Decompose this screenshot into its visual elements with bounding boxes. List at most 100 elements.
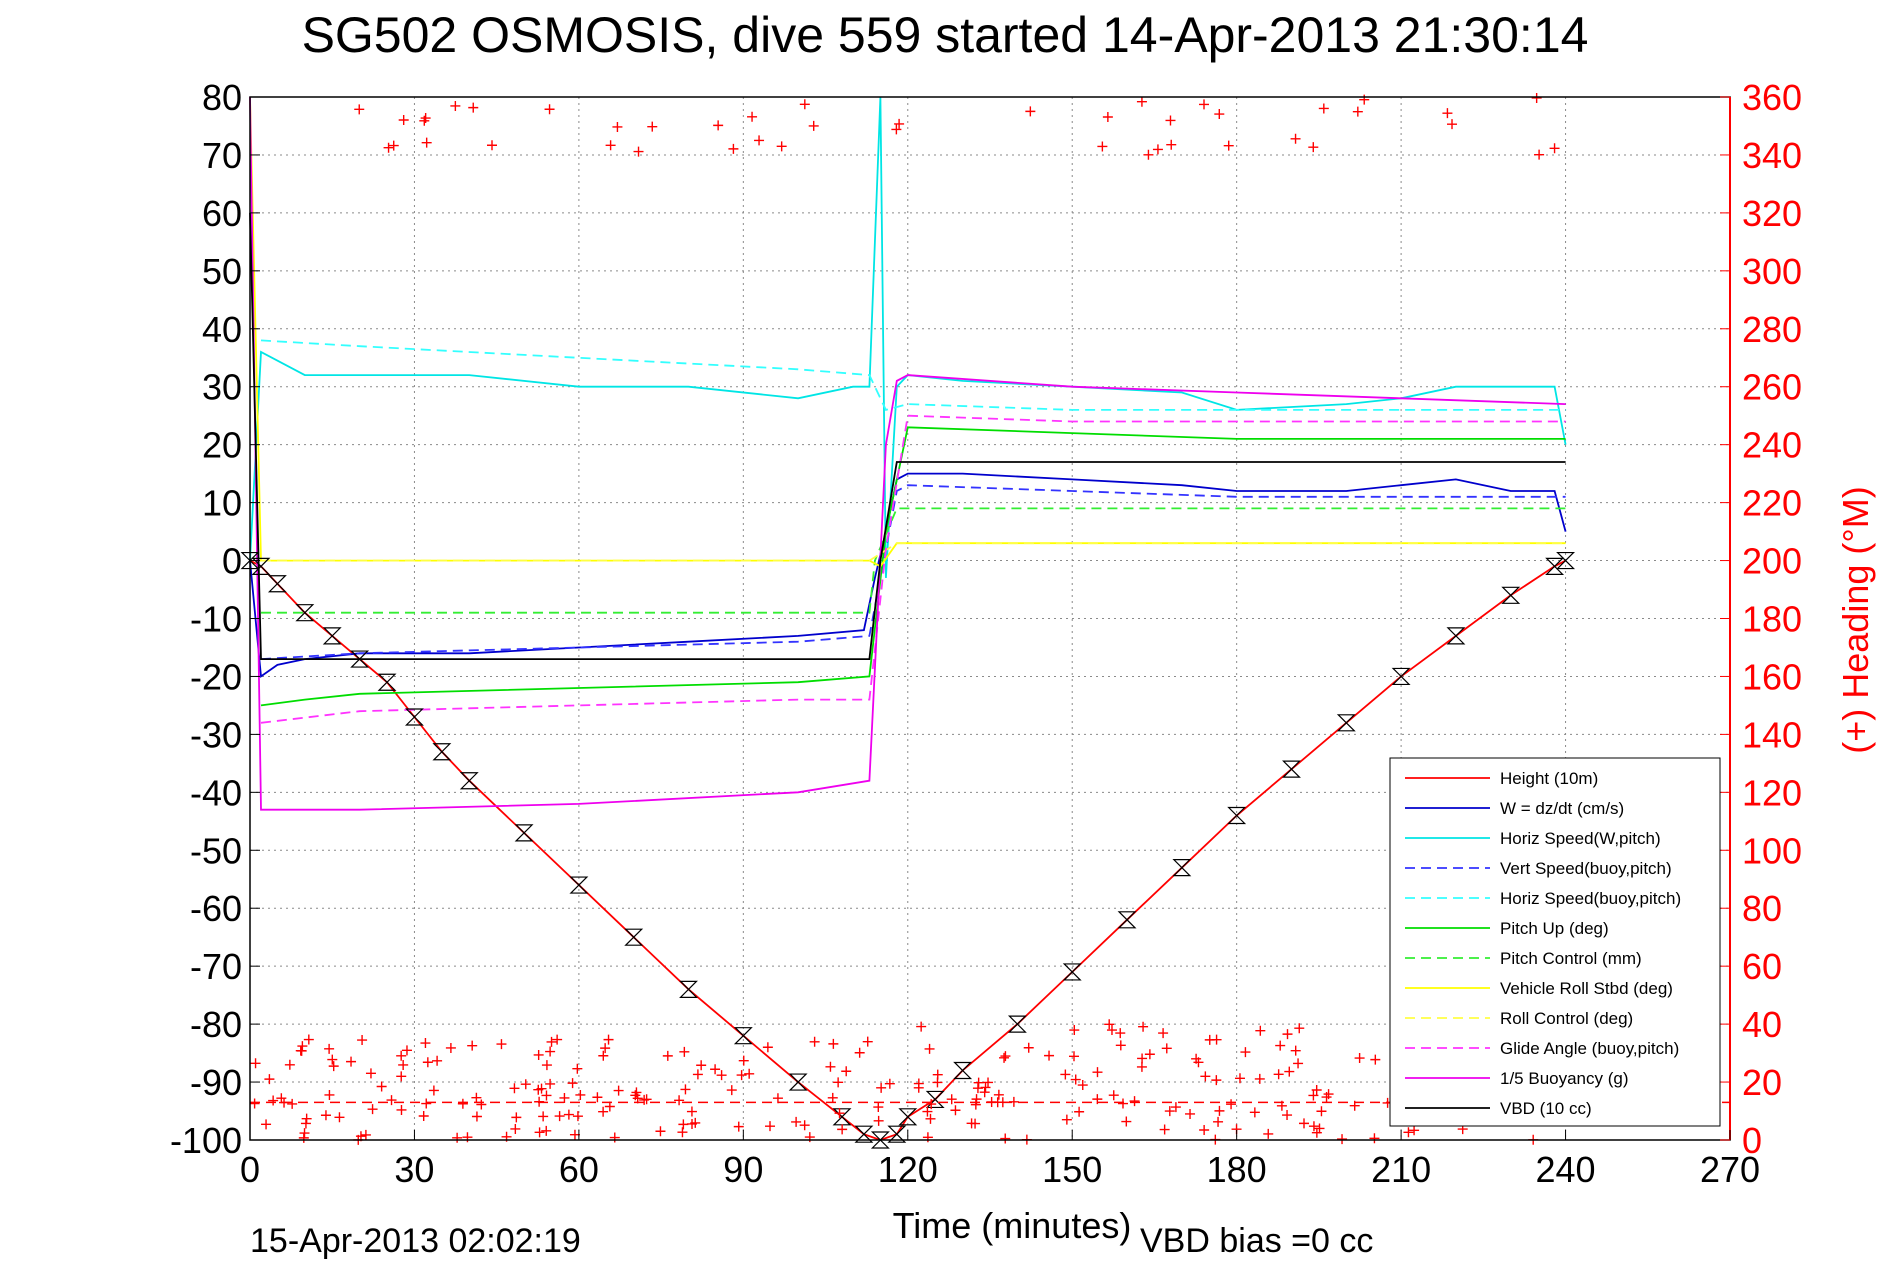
heading-point-212 bbox=[1108, 1090, 1119, 1101]
heading-point-117 bbox=[837, 1124, 848, 1135]
heading-point-15 bbox=[686, 1106, 697, 1117]
heading-point-290 bbox=[1534, 149, 1545, 160]
x-tick-label-8: 240 bbox=[1536, 1149, 1596, 1190]
heading-point-25 bbox=[744, 1068, 755, 1079]
heading-point-11 bbox=[862, 1036, 873, 1047]
heading-point-87 bbox=[762, 1042, 773, 1053]
heading-point-123 bbox=[471, 1111, 482, 1122]
heading-point-129 bbox=[301, 1113, 312, 1124]
heading-point-209 bbox=[1409, 1125, 1420, 1136]
heading-point-14 bbox=[520, 1079, 531, 1090]
height-marker-16 bbox=[832, 1108, 852, 1126]
height-marker-30 bbox=[1391, 667, 1411, 686]
heading-point-286 bbox=[1025, 106, 1036, 117]
heading-point-235 bbox=[1308, 1121, 1319, 1132]
heading-point-215 bbox=[1161, 1043, 1172, 1054]
heading-point-113 bbox=[509, 1083, 520, 1094]
heading-point-207 bbox=[924, 1043, 935, 1054]
series-line-8 bbox=[261, 542, 1566, 562]
legend-label-0: Height (10m) bbox=[1500, 769, 1598, 788]
heading-point-156 bbox=[1213, 1116, 1224, 1127]
heading-point-263 bbox=[1549, 143, 1560, 154]
heading-point-217 bbox=[1284, 1066, 1295, 1077]
heading-point-103 bbox=[268, 1095, 279, 1106]
height-marker-5 bbox=[350, 650, 370, 668]
height-marker-14 bbox=[733, 1027, 753, 1045]
heading-point-82 bbox=[680, 1084, 691, 1095]
y-tick-label-18: -100 bbox=[170, 1120, 242, 1161]
heading-point-267 bbox=[605, 140, 616, 151]
heading-point-125 bbox=[396, 1071, 407, 1082]
heading-point-303 bbox=[468, 102, 479, 113]
y-tick-label-6: 20 bbox=[202, 425, 242, 466]
heading-point-26 bbox=[334, 1112, 345, 1123]
heading-point-70 bbox=[541, 1060, 552, 1071]
height-marker-28 bbox=[1282, 760, 1301, 778]
y-tick-label-10: -20 bbox=[190, 656, 242, 697]
heading-point-236 bbox=[1077, 1080, 1088, 1091]
heading-point-155 bbox=[1263, 1128, 1274, 1139]
heading-point-36 bbox=[422, 1057, 433, 1068]
heading-point-23 bbox=[554, 1111, 565, 1122]
heading-point-22 bbox=[401, 1045, 412, 1056]
heading-point-38 bbox=[854, 1047, 865, 1058]
heading-point-136 bbox=[1092, 1067, 1103, 1078]
y2-tick-label-14: 80 bbox=[1742, 888, 1782, 929]
y-tick-label-5: 30 bbox=[202, 367, 242, 408]
heading-point-231 bbox=[925, 1113, 936, 1124]
heading-point-279 bbox=[1447, 119, 1458, 130]
legend-label-4: Horiz Speed(buoy,pitch) bbox=[1500, 889, 1681, 908]
heading-point-5 bbox=[432, 1055, 443, 1066]
heading-point-43 bbox=[696, 1060, 707, 1071]
heading-point-144 bbox=[1308, 1090, 1319, 1101]
heading-point-79 bbox=[600, 1043, 611, 1054]
heading-point-200 bbox=[980, 1082, 991, 1093]
heading-point-34 bbox=[418, 1111, 429, 1121]
heading-point-100 bbox=[376, 1081, 387, 1092]
heading-point-195 bbox=[1211, 1034, 1222, 1045]
x-tick-label-4: 120 bbox=[878, 1149, 938, 1190]
heading-point-16 bbox=[357, 1035, 368, 1046]
y2-tick-label-10: 160 bbox=[1742, 656, 1802, 697]
legend-label-1: W = dz/dt (cm/s) bbox=[1500, 799, 1624, 818]
heading-point-277 bbox=[808, 120, 819, 131]
heading-point-18 bbox=[604, 1101, 615, 1112]
y2-tick-label-4: 280 bbox=[1742, 309, 1802, 350]
height-marker-26 bbox=[1172, 859, 1192, 877]
y2-tick-label-17: 20 bbox=[1742, 1062, 1782, 1103]
heading-point-68 bbox=[559, 1092, 570, 1103]
heading-point-133 bbox=[1121, 1116, 1132, 1127]
height-marker-11 bbox=[569, 876, 589, 894]
height-marker-8 bbox=[432, 743, 452, 761]
heading-point-282 bbox=[1102, 111, 1113, 122]
series-line-9 bbox=[260, 414, 1566, 724]
heading-point-222 bbox=[916, 1021, 927, 1032]
heading-point-260 bbox=[1352, 106, 1363, 117]
heading-point-146 bbox=[1158, 1028, 1169, 1039]
heading-point-31 bbox=[533, 1084, 544, 1095]
heading-point-95 bbox=[825, 1061, 836, 1072]
heading-point-298 bbox=[450, 100, 461, 111]
heading-point-295 bbox=[1136, 96, 1147, 107]
footer-timestamp: 15-Apr-2013 02:02:19 bbox=[250, 1222, 581, 1260]
x-tick-label-0: 0 bbox=[240, 1149, 260, 1190]
heading-point-116 bbox=[545, 1078, 556, 1089]
y-tick-label-7: 10 bbox=[202, 483, 242, 524]
height-marker-9 bbox=[459, 772, 479, 790]
heading-point-206 bbox=[1200, 1071, 1211, 1082]
heading-point-261 bbox=[1165, 115, 1176, 126]
heading-point-73 bbox=[421, 1098, 432, 1109]
x-tick-label-1: 30 bbox=[394, 1149, 434, 1190]
heading-point-196 bbox=[983, 1077, 994, 1088]
legend-box bbox=[1389, 757, 1721, 1127]
heading-point-67 bbox=[510, 1123, 521, 1134]
heading-point-291 bbox=[420, 113, 431, 124]
heading-scatter bbox=[249, 92, 1730, 1145]
y2-tick-label-2: 320 bbox=[1742, 193, 1802, 234]
heading-point-59 bbox=[799, 1120, 810, 1131]
heading-point-91 bbox=[884, 1078, 895, 1089]
heading-point-301 bbox=[1152, 144, 1163, 155]
heading-point-0 bbox=[567, 1078, 578, 1089]
legend: Height (10m) W = dz/dt (cm/s) Horiz Speed(… bbox=[1389, 757, 1721, 1127]
heading-point-115 bbox=[284, 1059, 295, 1070]
